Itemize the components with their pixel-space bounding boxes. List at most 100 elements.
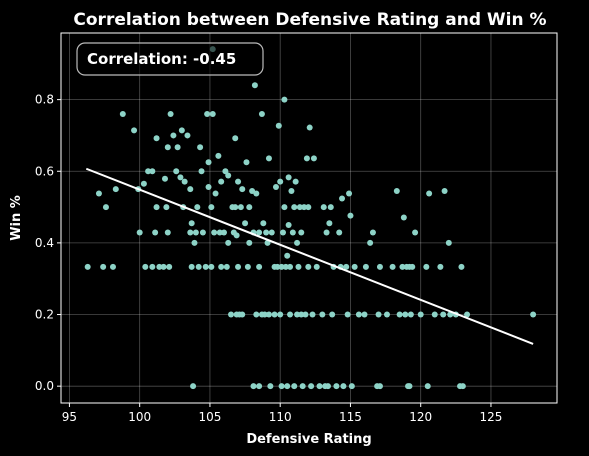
data-point [142, 263, 149, 270]
data-point [198, 168, 205, 175]
data-point [160, 263, 167, 270]
data-point [164, 229, 171, 236]
data-point [233, 232, 240, 239]
data-point [197, 144, 204, 151]
data-point [102, 204, 109, 211]
data-point [267, 383, 274, 390]
data-point [339, 195, 346, 202]
data-point [326, 220, 333, 227]
data-point [225, 172, 232, 179]
data-point [170, 132, 177, 139]
data-point [294, 311, 301, 318]
data-point [153, 135, 160, 142]
data-point [191, 239, 198, 246]
data-point [205, 184, 212, 191]
data-point [173, 168, 180, 175]
data-point [400, 214, 407, 221]
data-point [343, 263, 350, 270]
data-point [396, 311, 403, 318]
data-point [459, 383, 466, 390]
data-point [246, 239, 253, 246]
data-point [412, 229, 419, 236]
data-point [376, 383, 383, 390]
data-point [306, 124, 313, 131]
data-point [305, 263, 312, 270]
data-point [166, 263, 173, 270]
data-point [333, 383, 340, 390]
data-point [323, 229, 330, 236]
data-point [242, 220, 249, 227]
data-point [109, 263, 116, 270]
data-point [423, 263, 430, 270]
data-point [320, 204, 327, 211]
data-point [153, 204, 160, 211]
data-point [389, 263, 396, 270]
data-point [281, 204, 288, 211]
data-point [202, 263, 209, 270]
data-point [212, 190, 219, 197]
data-point [258, 110, 265, 117]
data-point [195, 263, 202, 270]
data-point [369, 229, 376, 236]
data-point [281, 96, 288, 103]
data-point [310, 155, 317, 162]
data-point [298, 229, 305, 236]
x-tick-label: 105 [198, 410, 221, 424]
data-point [309, 311, 316, 318]
data-point [530, 311, 537, 318]
data-point [188, 263, 195, 270]
data-point [346, 190, 353, 197]
data-point [287, 263, 294, 270]
data-point [406, 383, 413, 390]
data-point [156, 263, 163, 270]
annotation-box [76, 42, 264, 76]
data-point [251, 82, 258, 89]
data-point [347, 212, 354, 219]
data-point [145, 168, 152, 175]
data-point [344, 311, 351, 318]
data-point [187, 229, 194, 236]
data-point [84, 263, 91, 270]
data-point [253, 311, 260, 318]
data-point [100, 263, 107, 270]
y-tick-label: 0.8 [35, 93, 54, 107]
data-point [204, 110, 211, 117]
data-point [181, 178, 188, 185]
data-point [164, 144, 171, 151]
data-point [250, 383, 257, 390]
data-point [246, 204, 253, 211]
data-point [393, 187, 400, 194]
data-point [319, 311, 326, 318]
data-point [348, 383, 355, 390]
data-point [294, 239, 301, 246]
data-point [324, 383, 331, 390]
data-point [222, 168, 229, 175]
data-point [218, 178, 225, 185]
data-point [235, 263, 242, 270]
data-point [437, 263, 444, 270]
x-tick-label: 120 [409, 410, 432, 424]
data-point [407, 311, 414, 318]
data-point [174, 144, 181, 151]
data-point [192, 229, 199, 236]
data-point [140, 180, 147, 187]
data-point [464, 311, 471, 318]
data-point [305, 204, 312, 211]
data-point [232, 135, 239, 142]
trend-line [85, 167, 534, 345]
data-point [296, 204, 303, 211]
data-point [265, 155, 272, 162]
data-point [285, 221, 292, 228]
data-points [84, 46, 537, 390]
data-point [263, 229, 270, 236]
y-tick-label: 0.2 [35, 308, 54, 322]
data-point [327, 204, 334, 211]
data-point [225, 239, 232, 246]
data-point [367, 239, 374, 246]
data-point [409, 263, 416, 270]
data-point [445, 239, 452, 246]
x-tick-label: 100 [128, 410, 151, 424]
data-point [291, 383, 298, 390]
data-point [282, 263, 289, 270]
data-point [256, 229, 263, 236]
